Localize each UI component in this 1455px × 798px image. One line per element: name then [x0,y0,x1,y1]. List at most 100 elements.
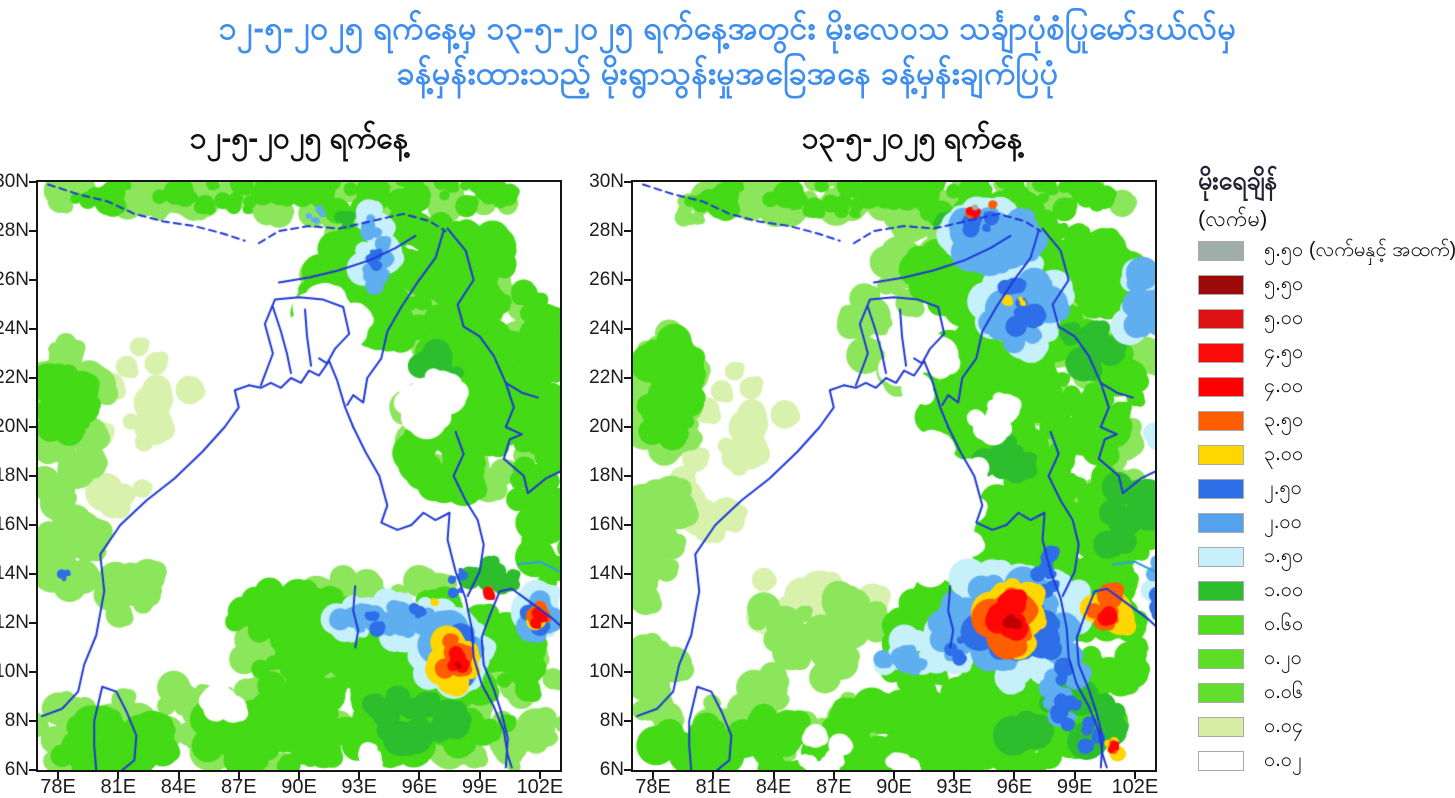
rainfall-map-left [36,180,562,772]
lat-axis-label: 8N [599,710,624,731]
lon-axis-tick [478,772,481,779]
lon-axis-tick [1133,772,1136,779]
rainfall-map-right [631,180,1157,772]
lat-axis-label: 24N [589,318,624,339]
legend-color-swatch [1198,479,1244,499]
lon-axis-tick [237,772,240,779]
figure-title-line2: ခန့်မှန်းထားသည့် မိုးရွာသွန်းမှုအခြေအနေ … [396,55,1059,92]
lon-axis-tick [712,772,715,779]
legend-unit: (လက်မ) [1198,206,1268,231]
legend-row: ၂.၀၀ [1198,511,1454,533]
lon-axis-label: 78E [635,776,671,798]
legend-color-swatch [1198,615,1244,635]
lat-axis-tick [624,573,631,575]
legend-value-label: ၃.၀၀ [1264,443,1304,465]
lon-axis-tick [418,772,421,779]
legend-value-label: ၅.၅၀ [1264,273,1304,295]
lon-axis-label: 84E [160,776,197,798]
legend-value-label: ၄.၅၀ [1264,341,1304,363]
legend-row: ၄.၅၀ [1198,341,1454,363]
lon-axis-tick [57,772,60,779]
legend-color-swatch [1198,411,1244,431]
lat-axis-tick [29,671,36,673]
lat-axis-tick [624,475,631,477]
lon-axis-label: 78E [40,776,76,798]
lon-axis-tick [832,772,835,779]
lon-axis-tick [177,772,180,779]
lat-axis-tick [624,279,631,281]
lon-axis-tick [652,772,655,779]
lat-axis-tick [624,622,631,624]
lon-axis-label: 90E [281,776,317,798]
lat-axis-label: 18N [0,465,29,486]
legend-color-swatch [1198,275,1244,295]
lon-axis-label: 99E [1056,776,1093,798]
lat-axis-tick [29,622,36,624]
legend-color-swatch [1198,581,1244,601]
lat-axis-tick [29,279,36,281]
lon-axis-label: 102E [516,776,564,798]
legend-color-swatch [1198,513,1244,533]
legend-row: ၀.၀၄ [1198,715,1454,737]
legend-value-label: ၀.၆၀ [1264,613,1304,635]
legend-value-label: ၀.၀၆ [1264,681,1304,703]
lat-axis-label: 16N [589,514,624,535]
lon-axis-label: 93E [341,776,378,798]
lon-axis-tick [538,772,541,779]
legend-color-swatch [1198,649,1244,669]
lon-axis-tick [1013,772,1016,779]
lon-axis-label: 93E [936,776,973,798]
legend-title: မိုးရေချိန် [1198,167,1278,195]
lat-axis-label: 22N [589,367,624,388]
lat-axis-tick [624,181,631,183]
lat-axis-label: 22N [0,367,29,388]
lat-axis-tick [29,720,36,722]
lon-axis-label: 96E [996,776,1033,798]
lat-axis-tick [29,426,36,428]
legend-row: ၁.၀၀ [1198,579,1454,601]
legend-row: ၀.၆၀ [1198,613,1454,635]
legend-row: ၃.၅၀ [1198,409,1454,431]
legend-color-swatch [1198,377,1244,397]
legend-rows: ၅.၅၀ (လက်မနှင့် အထက်) ၅.၅၀ ၅.၀၀ ၄.၅၀ ၄.၀၀ ၃.၅… [1198,239,1455,771]
lat-axis-tick [624,377,631,379]
lon-axis-label: 81E [695,776,732,798]
lat-axis-tick [29,475,36,477]
lat-axis-label: 26N [589,269,624,290]
legend-row: ၀.၂၀ [1198,647,1454,669]
lat-axis-tick [624,426,631,428]
lat-axis-tick [29,328,36,330]
lat-axis-label: 14N [589,563,624,584]
rainfall-legend: မိုးရေချိန် (လက်မ) ၅.၅၀ (လက်မနှင့် အထက်)… [1198,160,1455,785]
lon-axis-label: 90E [876,776,912,798]
legend-row: ၅.၅၀ (လက်မနှင့် အထက်) [1198,239,1455,261]
lon-axis-tick [117,772,120,779]
lon-axis-label: 87E [815,776,852,798]
lat-axis-label: 6N [4,759,29,780]
lon-axis-label: 87E [220,776,257,798]
lat-axis-label: 28N [0,220,29,241]
figure-title: ၁၂-၅-၂၀၂၅ ရက်နေ့မှ ၁၃-၅-၂၀၂၅ ရက်နေ့အတွင်… [0,6,1455,97]
legend-value-label: ၃.၅၀ [1264,409,1304,431]
legend-row: ၃.၀၀ [1198,443,1454,465]
legend-color-swatch [1198,751,1244,771]
legend-value-label: ၀.၂၀ [1264,647,1302,669]
legend-value-label: ၁.၀၀ [1264,579,1304,601]
legend-value-label: ၅.၅၀ (လက်မနှင့် အထက်) [1264,239,1455,261]
lon-axis-label: 102E [1111,776,1159,798]
legend-color-swatch [1198,241,1244,261]
legend-row: ၅.၅၀ [1198,273,1454,295]
legend-value-label: ၂.၅၀ [1264,477,1302,499]
legend-value-label: ၀.၀၄ [1264,715,1304,737]
lat-axis-label: 8N [4,710,29,731]
lat-axis-tick [624,671,631,673]
legend-color-swatch [1198,547,1244,567]
legend-value-label: ၀.၀၂ [1264,749,1302,771]
legend-color-swatch [1198,717,1244,737]
lon-axis-tick [358,772,361,779]
lon-axis-label: 96E [401,776,438,798]
lat-axis-label: 20N [589,416,624,437]
lon-axis-tick [772,772,775,779]
lat-axis-tick [29,573,36,575]
